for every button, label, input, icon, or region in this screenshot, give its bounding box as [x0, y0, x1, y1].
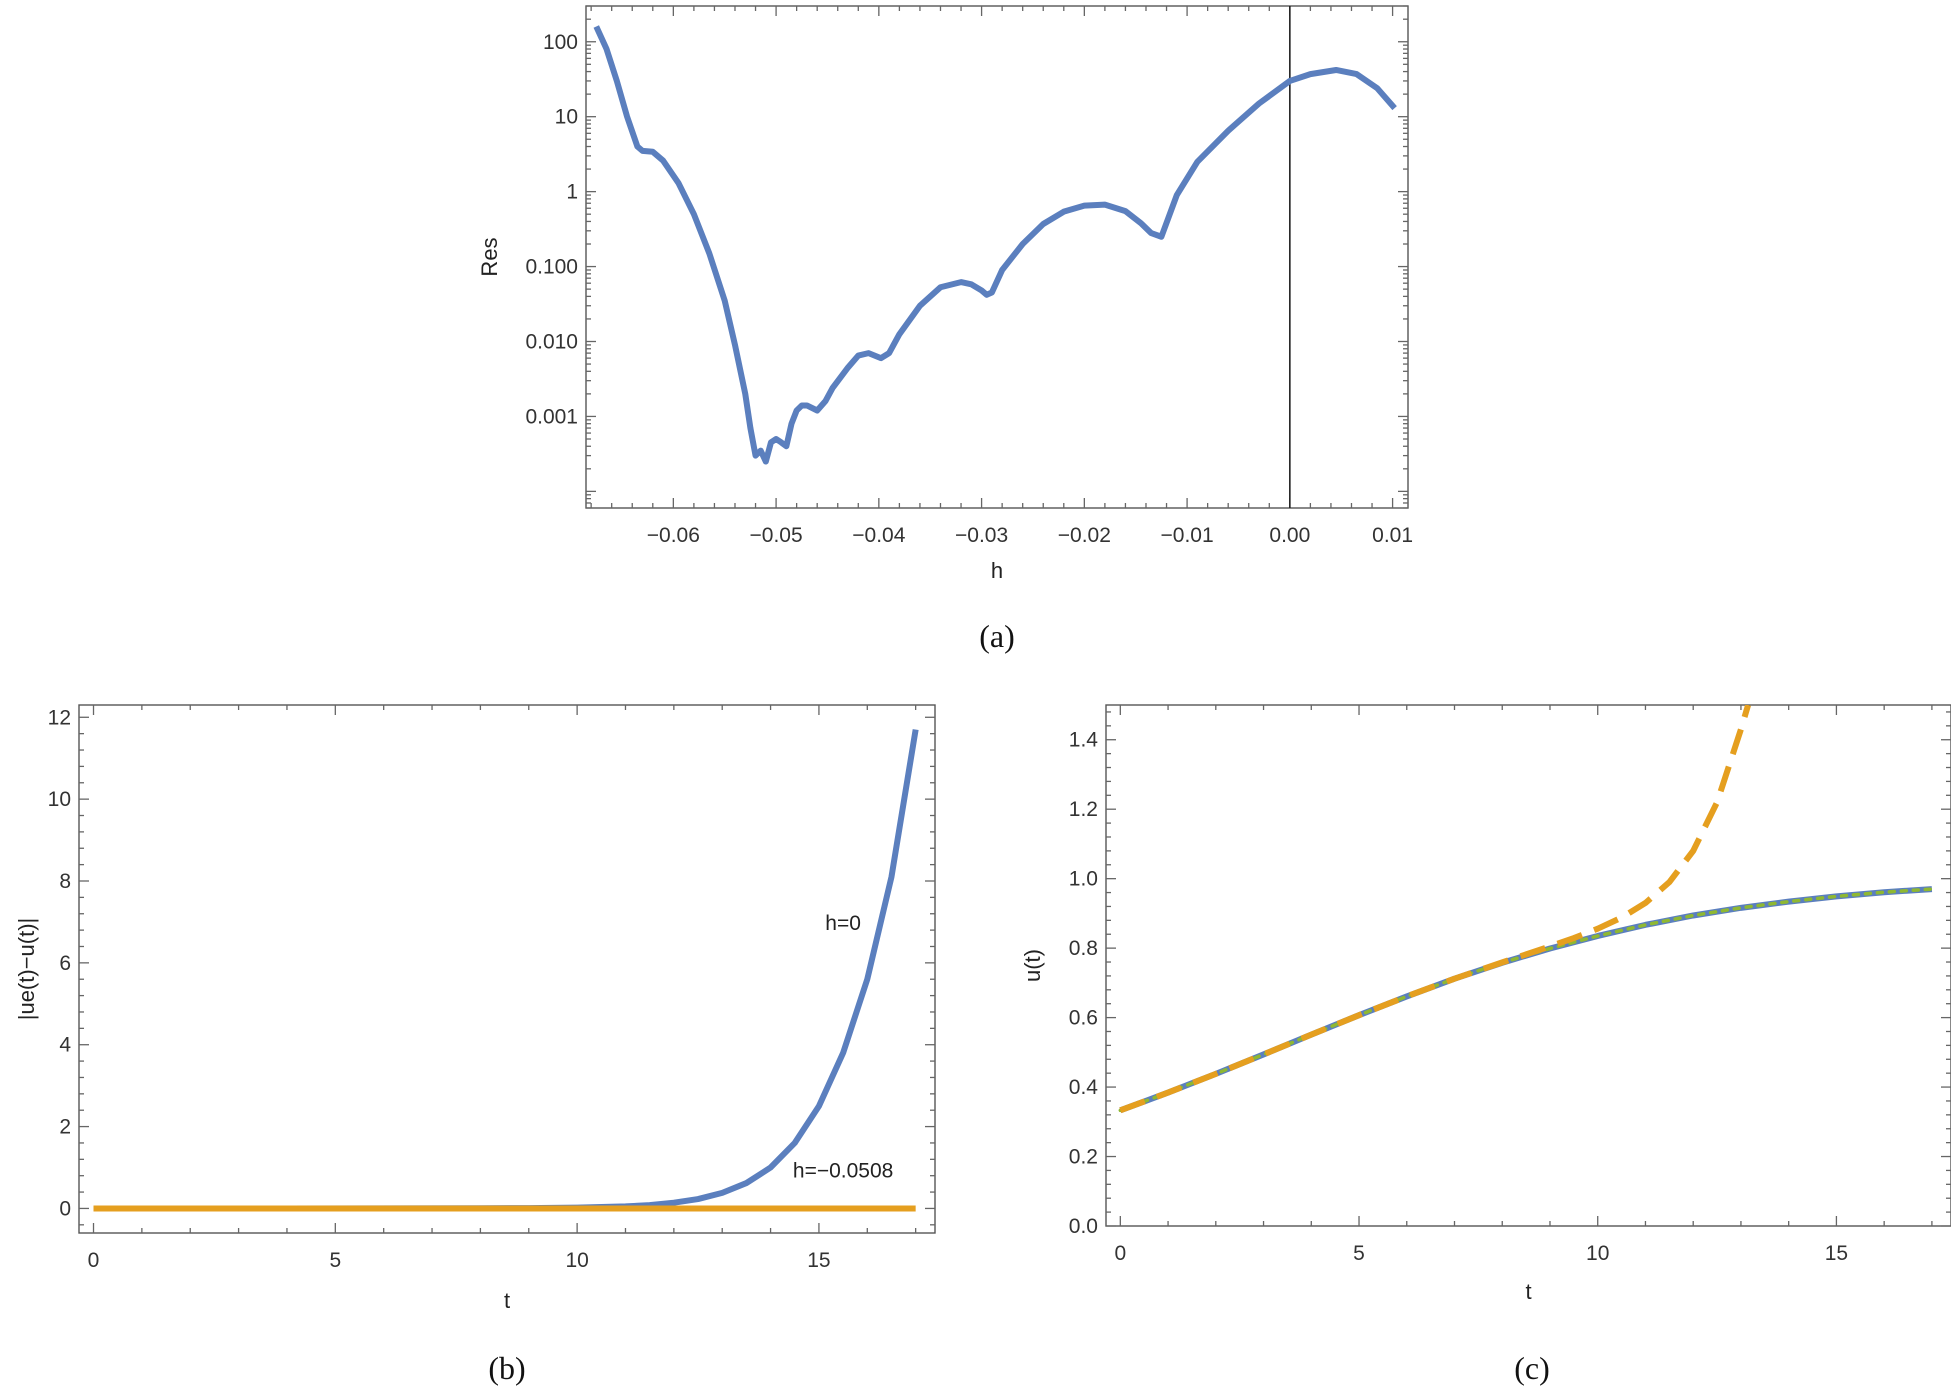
y-axis-label: |ue(t)−u(t)|: [14, 918, 39, 1021]
x-axis-label: t: [1525, 1279, 1531, 1304]
x-tick-label: −0.03: [955, 524, 1008, 547]
chart-c: 0 5 10 15 0.0 0.2 0.4 0.6 0.8 1.0 1.2 1.4 t u(t) (c): [1020, 704, 1951, 1386]
x-tick-label: −0.04: [852, 524, 905, 547]
y-tick-label: 0.0: [1069, 1215, 1098, 1238]
annotation-label: h=−0.0508: [793, 1160, 893, 1183]
y-tick-label: 12: [48, 706, 71, 729]
x-tick-label: 5: [1353, 1242, 1365, 1265]
y-tick-label: 1.0: [1069, 868, 1098, 891]
y-tick-label: 0: [59, 1197, 71, 1220]
y-tick-label: 0.8: [1069, 937, 1098, 960]
x-tick-label: 10: [1586, 1242, 1609, 1265]
series-line-1: [593, 25, 1397, 465]
plot-frame: [78, 704, 936, 1234]
series-line-1: [1119, 886, 1933, 1114]
x-tick-label: 0.00: [1269, 524, 1310, 547]
y-axis-label: u(t): [1020, 949, 1045, 982]
plot-frame: [1105, 704, 1951, 1227]
series-line-3: [1119, 705, 1751, 1114]
x-tick-label: −0.01: [1161, 524, 1214, 547]
series-line-1: [93, 729, 919, 1212]
y-tick-label: 100: [543, 31, 578, 54]
chart-b: 0 5 10 15 0 2 4 6 8 10 12 h=0 h=−0.0508 t |ue(t)−u(t)|…: [14, 704, 936, 1386]
chart-caption: (b): [488, 1350, 525, 1386]
x-tick-label: 5: [329, 1249, 341, 1272]
x-axis-label: t: [504, 1288, 510, 1313]
annotation-label: h=0: [825, 912, 861, 935]
x-tick-label: 15: [807, 1249, 830, 1272]
x-tick-label: −0.06: [647, 524, 700, 547]
y-tick-label: 1.4: [1069, 729, 1099, 752]
x-tick-label: 10: [565, 1249, 588, 1272]
x-tick-label: 0.01: [1372, 524, 1413, 547]
y-tick-label: 1.2: [1069, 798, 1098, 821]
y-tick-label: 6: [59, 952, 71, 975]
chart-caption: (a): [979, 618, 1015, 654]
series-line-2: [1118, 887, 1934, 1113]
y-tick-label: 0.010: [525, 331, 578, 354]
y-tick-label: 4: [59, 1034, 71, 1057]
x-axis-label: h: [991, 558, 1003, 583]
x-tick-label: 0: [1114, 1242, 1126, 1265]
y-tick-label: 0.4: [1069, 1076, 1099, 1099]
y-tick-label: 1: [566, 181, 578, 204]
plot-frame: [585, 5, 1409, 509]
y-tick-label: 10: [48, 788, 71, 811]
y-tick-label: 10: [555, 106, 578, 129]
y-tick-label: 2: [59, 1116, 71, 1139]
x-tick-label: −0.02: [1058, 524, 1111, 547]
x-tick-label: 0: [88, 1249, 100, 1272]
y-tick-label: 0.001: [525, 405, 578, 428]
x-tick-label: 15: [1825, 1242, 1848, 1265]
chart-caption: (c): [1514, 1350, 1550, 1386]
y-tick-label: 0.2: [1069, 1146, 1098, 1169]
chart-a: −0.06 −0.05 −0.04 −0.03 −0.02 −0.01 0.00 0.01 0.…: [477, 5, 1413, 654]
y-tick-label: 8: [59, 870, 71, 893]
y-axis-label: Res: [477, 237, 502, 276]
y-tick-label: 0.100: [525, 256, 578, 279]
x-tick-label: −0.05: [750, 524, 803, 547]
y-tick-label: 0.6: [1069, 1007, 1098, 1030]
